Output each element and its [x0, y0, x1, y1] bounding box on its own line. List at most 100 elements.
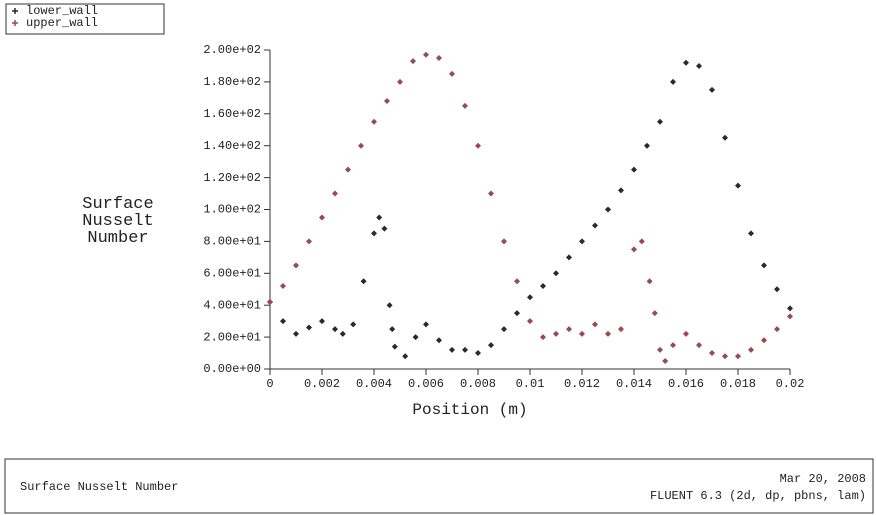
point	[748, 346, 754, 353]
point	[402, 353, 409, 360]
x-tick-label: 0.014	[616, 377, 652, 391]
y-tick-label: 0.00e+00	[203, 362, 261, 376]
point	[423, 321, 429, 328]
legend-label: lower_wall	[26, 4, 98, 18]
point	[514, 278, 520, 285]
point	[267, 299, 273, 306]
y-tick-label: 2.00e+02	[203, 43, 261, 57]
point	[475, 142, 481, 149]
point	[657, 346, 663, 353]
point	[553, 330, 559, 337]
x-tick-label: 0.016	[668, 377, 704, 391]
point	[360, 278, 367, 285]
footer-title: Surface Nusselt Number	[20, 480, 178, 494]
footer-box	[4, 458, 874, 514]
point	[423, 51, 429, 58]
point	[514, 310, 520, 317]
point	[280, 318, 286, 325]
point	[670, 342, 676, 349]
point	[449, 70, 455, 77]
y-tick-label: 1.60e+02	[203, 107, 261, 121]
point	[566, 254, 572, 261]
legend-box	[5, 3, 165, 35]
point	[696, 62, 702, 69]
point	[306, 238, 312, 245]
point	[787, 305, 793, 312]
point	[618, 326, 624, 333]
legend-label: upper_wall	[26, 16, 98, 30]
legend-marker	[12, 20, 18, 26]
footer-solver: FLUENT 6.3 (2d, dp, pbns, lam)	[650, 489, 866, 503]
y-tick-label: 1.00e+02	[203, 203, 261, 217]
point	[391, 343, 398, 350]
point	[657, 118, 663, 125]
x-tick-label: 0.002	[304, 377, 340, 391]
point	[462, 102, 468, 109]
y-tick-label: 1.80e+02	[203, 75, 261, 89]
point	[651, 310, 658, 317]
point	[376, 214, 383, 221]
y-tick-label: 6.00e+01	[203, 266, 261, 280]
point	[605, 206, 611, 213]
point	[761, 337, 767, 344]
point	[683, 330, 689, 337]
point	[527, 294, 533, 301]
point	[592, 321, 598, 328]
x-tick-label: 0.006	[408, 377, 444, 391]
point	[631, 246, 637, 253]
point	[527, 318, 533, 325]
point	[371, 230, 377, 237]
point	[501, 326, 507, 333]
point	[618, 187, 624, 194]
point	[319, 318, 325, 325]
point	[683, 59, 689, 66]
point	[475, 350, 481, 357]
y-axis-label: Surface Nusselt Number	[82, 195, 154, 248]
point	[761, 262, 767, 269]
point	[579, 330, 585, 337]
x-tick-label: 0.004	[356, 377, 392, 391]
x-tick-label: 0	[266, 377, 273, 391]
y-tick-label: 2.00e+01	[203, 330, 261, 344]
point	[306, 324, 312, 331]
point	[397, 78, 403, 85]
x-axis-label: Position (m)	[412, 401, 527, 419]
point	[488, 190, 494, 197]
point	[735, 182, 741, 189]
point	[449, 346, 455, 353]
point	[592, 222, 598, 229]
point	[293, 330, 299, 337]
point	[605, 330, 611, 337]
point	[646, 278, 653, 285]
point	[774, 326, 780, 333]
point	[579, 238, 585, 245]
point	[381, 225, 388, 232]
point	[553, 270, 559, 277]
point	[638, 238, 645, 245]
point	[410, 58, 416, 65]
point	[280, 283, 286, 290]
point	[319, 214, 325, 221]
point	[501, 238, 507, 245]
point	[332, 190, 338, 197]
point	[332, 326, 338, 333]
point	[748, 230, 754, 237]
point	[386, 302, 393, 309]
point	[412, 334, 419, 341]
point	[436, 337, 442, 344]
point	[566, 326, 572, 333]
point	[350, 321, 357, 328]
point	[670, 78, 676, 85]
point	[462, 346, 468, 353]
x-tick-label: 0.008	[460, 377, 496, 391]
point	[293, 262, 299, 269]
point	[436, 54, 442, 61]
point	[774, 286, 780, 293]
point	[540, 283, 546, 290]
y-tick-label: 1.40e+02	[203, 139, 261, 153]
y-tick-label: 8.00e+01	[203, 235, 261, 249]
y-tick-label: 1.20e+02	[203, 171, 261, 185]
point	[735, 353, 741, 360]
